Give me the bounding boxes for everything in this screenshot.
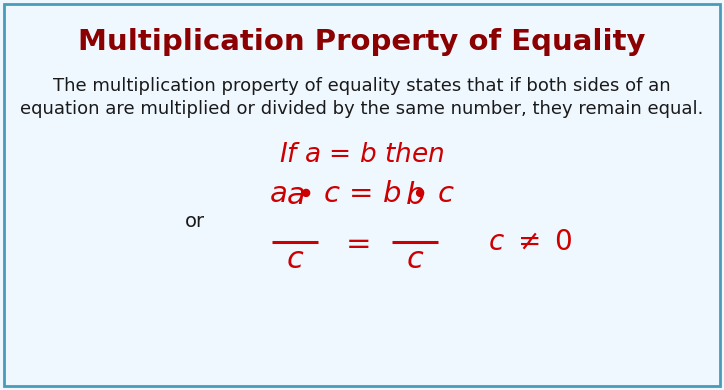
Text: Multiplication Property of Equality: Multiplication Property of Equality <box>78 28 646 56</box>
Text: $\it{a}$ $\bullet$ $\it{c}$ = $\it{b}$ $\bullet$ $\it{c}$: $\it{a}$ $\bullet$ $\it{c}$ = $\it{b}$ $… <box>269 180 455 208</box>
Text: or: or <box>185 212 205 231</box>
Text: $\it{c}$ $\neq$ 0: $\it{c}$ $\neq$ 0 <box>487 228 573 256</box>
FancyBboxPatch shape <box>4 4 720 386</box>
Text: $=$: $=$ <box>340 227 370 257</box>
Text: $\it{a}$: $\it{a}$ <box>286 181 304 210</box>
Text: $\it{b}$: $\it{b}$ <box>405 181 425 210</box>
Text: $\it{c}$: $\it{c}$ <box>406 245 424 274</box>
Text: The multiplication property of equality states that if both sides of an: The multiplication property of equality … <box>53 77 671 95</box>
Text: $\it{c}$: $\it{c}$ <box>286 245 304 274</box>
Text: equation are multiplied or divided by the same number, they remain equal.: equation are multiplied or divided by th… <box>20 100 704 118</box>
Text: If $\it{a}$ = $\it{b}$ then: If $\it{a}$ = $\it{b}$ then <box>279 142 445 168</box>
